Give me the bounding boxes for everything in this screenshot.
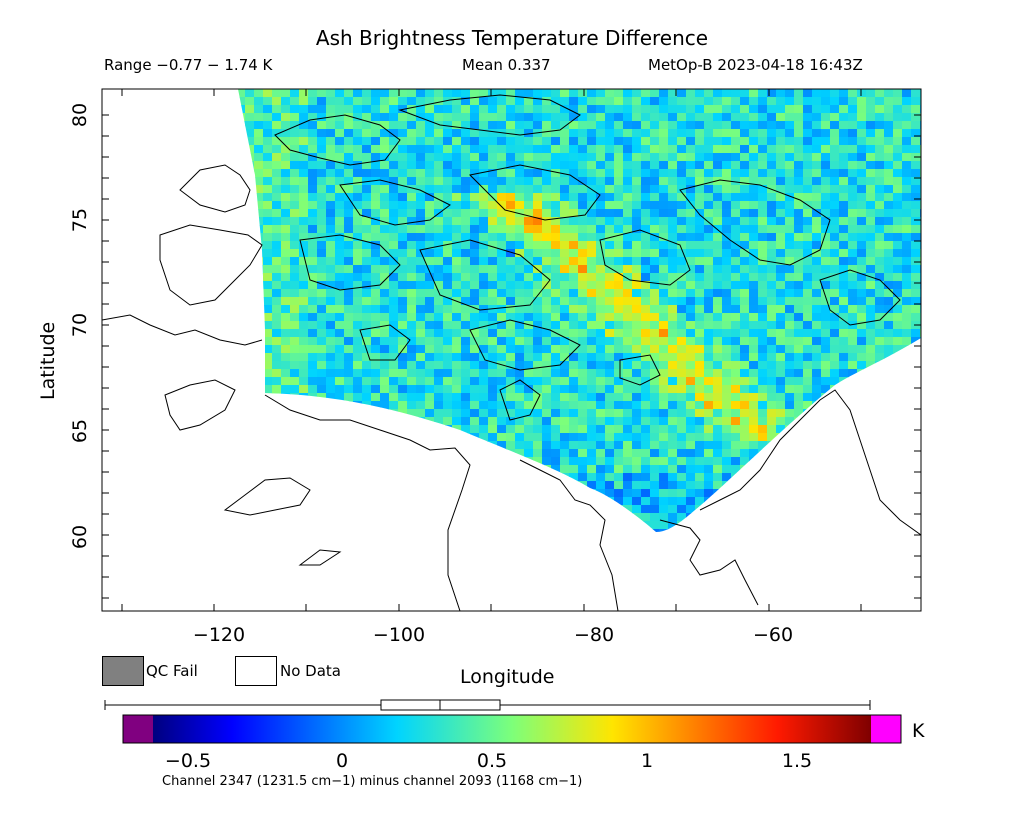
colorbar-tick-1: 1 <box>640 750 654 772</box>
no-data-label: No Data <box>280 662 341 680</box>
x-axis-label: Longitude <box>460 666 555 688</box>
y-tick-70: 70 <box>69 312 91 338</box>
coastlines <box>102 94 921 611</box>
mean-label: Mean 0.337 <box>462 56 551 74</box>
colorbar-unit: K <box>912 720 925 742</box>
range-label: Range −0.77 − 1.74 K <box>104 56 273 74</box>
x-tick-minus60: −60 <box>752 624 794 646</box>
x-tick-minus120: −120 <box>192 624 246 646</box>
channel-note: Channel 2347 (1231.5 cm−1) minus channel… <box>162 774 583 789</box>
qc-fail-swatch <box>102 656 144 686</box>
y-axis-label: Latitude <box>37 321 59 400</box>
plot-frame <box>101 88 922 612</box>
colorbar <box>104 699 902 744</box>
y-tick-75: 75 <box>69 207 91 233</box>
y-tick-60: 60 <box>69 524 91 550</box>
x-tick-minus80: −80 <box>573 624 615 646</box>
colorbar-tick-0.5: 0.5 <box>476 750 508 772</box>
qc-fail-label: QC Fail <box>146 662 198 680</box>
colorbar-tick-1.5: 1.5 <box>781 750 813 772</box>
no-data-swatch <box>235 656 277 686</box>
satellite-time-label: MetOp-B 2023-04-18 16:43Z <box>648 56 863 74</box>
x-tick-minus100: −100 <box>372 624 426 646</box>
axis-ticks <box>102 89 921 611</box>
colorbar-gradient <box>153 715 871 743</box>
colorbar-tick-0: 0 <box>335 750 349 772</box>
y-tick-65: 65 <box>69 418 91 444</box>
map-title: Ash Brightness Temperature Difference <box>315 26 709 50</box>
colorbar-underflow <box>123 715 153 743</box>
y-tick-80: 80 <box>69 102 91 128</box>
colorbar-tick-minus0.5: −0.5 <box>164 750 212 772</box>
colorbar-overflow <box>871 715 901 743</box>
swath-data <box>238 89 921 532</box>
